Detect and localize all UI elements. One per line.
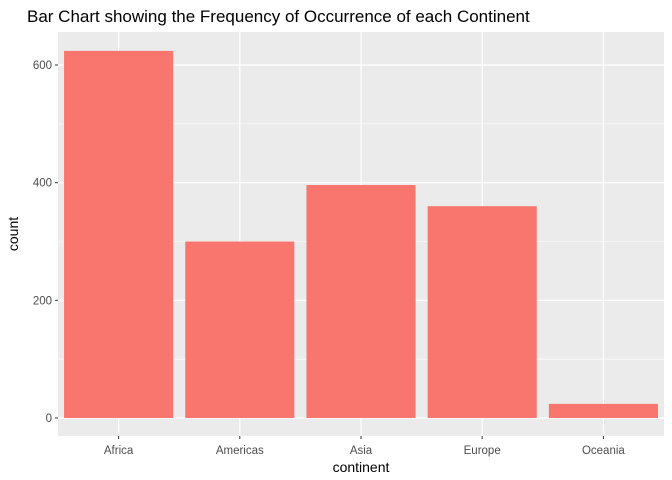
bar-europe <box>427 206 537 418</box>
x-axis-title: continent <box>333 459 390 475</box>
bar-africa <box>64 50 174 418</box>
bar-oceania <box>548 403 658 418</box>
x-tick-label-europe: Europe <box>464 445 501 457</box>
y-axis-title: count <box>5 217 21 251</box>
x-tick-label-asia: Asia <box>350 445 373 457</box>
bar-americas <box>185 241 295 418</box>
y-axis: 0 200 400 600 <box>33 60 58 425</box>
bar-asia <box>306 185 416 418</box>
y-tick-label: 200 <box>33 295 52 307</box>
bars <box>64 50 658 418</box>
x-tick-label-africa: Africa <box>104 445 134 457</box>
x-axis: Africa Americas Asia Europe Oceania <box>104 436 625 457</box>
x-tick-label-americas: Americas <box>216 445 264 457</box>
chart-title: Bar Chart showing the Frequency of Occur… <box>27 7 530 26</box>
x-tick-label-oceania: Oceania <box>582 445 625 457</box>
y-tick-label: 600 <box>33 60 52 72</box>
y-tick-label: 400 <box>33 178 52 190</box>
y-tick-label: 0 <box>46 413 52 425</box>
